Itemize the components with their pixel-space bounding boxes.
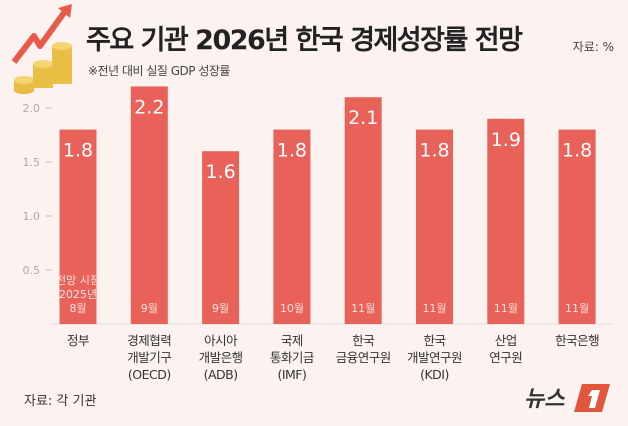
value-label: 1.8 <box>419 140 449 162</box>
bar-note: 11월 <box>422 302 446 315</box>
category-label: 국제 <box>281 333 303 348</box>
bar-note: 9월 <box>141 302 158 315</box>
category-label: 한국 <box>423 333 445 348</box>
category-label: 개발연구원 <box>407 350 462 365</box>
bar <box>130 86 168 325</box>
chart-title: 주요 기관 2026년 한국 경제성장률 전망 <box>86 25 523 56</box>
bar-note: 2025년 <box>59 288 97 301</box>
unit-label: 자료: % <box>572 40 614 54</box>
category-label: 정부 <box>67 333 89 348</box>
category-label: 금융연구원 <box>336 350 391 365</box>
bar-note: 전망 시점 <box>56 274 100 287</box>
value-label: 2.2 <box>134 96 164 118</box>
bar <box>558 129 596 324</box>
bar-note: 11월 <box>494 302 518 315</box>
value-label: 1.9 <box>491 129 521 151</box>
bar <box>344 97 382 324</box>
y-tick-label: 1.0 <box>23 210 41 223</box>
value-label: 1.8 <box>562 140 592 162</box>
value-label: 1.8 <box>63 140 93 162</box>
svg-text:뉴스: 뉴스 <box>524 387 566 412</box>
category-label: (IMF) <box>277 367 306 382</box>
category-label: 한국은행 <box>555 333 599 348</box>
bar-note: 9월 <box>212 302 229 315</box>
bar <box>416 129 453 324</box>
y-tick-label: 1.5 <box>23 156 41 169</box>
category-label: 한국 <box>352 333 374 348</box>
category-label: (OECD) <box>128 367 171 382</box>
category-label: 개발기구 <box>127 350 171 365</box>
y-tick-label: 2.0 <box>23 102 41 115</box>
category-label: 통화기금 <box>270 350 314 365</box>
bar-note: 11월 <box>351 302 375 315</box>
bar-note: 10월 <box>280 302 304 315</box>
category-label: (ADB) <box>204 367 238 382</box>
category-label: 아시아 <box>204 333 238 348</box>
category-label: 산업 <box>495 333 517 348</box>
decoration-icon <box>11 4 72 94</box>
value-label: 1.8 <box>277 140 307 162</box>
y-tick-label: 0.5 <box>23 264 41 277</box>
bar <box>202 151 240 324</box>
bar <box>59 129 97 324</box>
category-label: 연구원 <box>489 350 522 365</box>
category-label: 경제협력 <box>127 333 171 348</box>
bar-note: 8월 <box>69 302 86 315</box>
news1-logo: 뉴스 <box>524 380 614 418</box>
bar <box>487 118 525 324</box>
value-label: 2.1 <box>348 107 378 129</box>
source-note: 자료: 각 기관 <box>24 394 97 409</box>
chart-subtitle: ※전년 대비 실질 GDP 성장률 <box>88 64 230 78</box>
category-label: (KDI) <box>420 367 449 382</box>
category-label: 개발은행 <box>199 350 243 365</box>
value-label: 1.6 <box>205 161 235 183</box>
bar <box>273 129 311 324</box>
bar-note: 11월 <box>565 302 589 315</box>
